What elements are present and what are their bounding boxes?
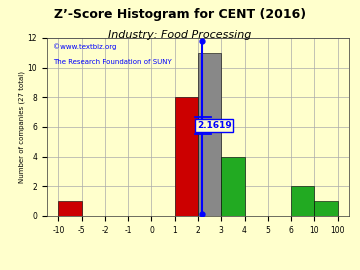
Bar	[175, 97, 198, 216]
Bar	[291, 186, 314, 216]
Text: Industry: Food Processing: Industry: Food Processing	[108, 30, 252, 40]
Y-axis label: Number of companies (27 total): Number of companies (27 total)	[18, 71, 25, 183]
Text: 2.1619: 2.1619	[197, 121, 231, 130]
Text: The Research Foundation of SUNY: The Research Foundation of SUNY	[53, 59, 172, 65]
Bar	[314, 201, 338, 216]
Bar	[221, 157, 244, 216]
Bar	[198, 53, 221, 216]
Text: Z’-Score Histogram for CENT (2016): Z’-Score Histogram for CENT (2016)	[54, 8, 306, 21]
Bar	[58, 201, 82, 216]
Text: ©www.textbiz.org: ©www.textbiz.org	[53, 43, 116, 50]
